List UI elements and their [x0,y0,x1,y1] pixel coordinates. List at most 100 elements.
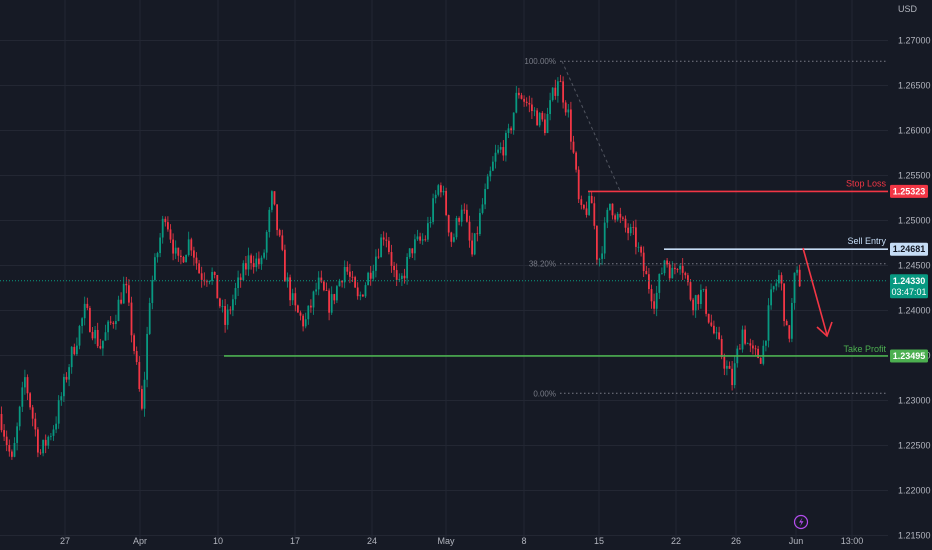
time-tick-label: 24 [367,536,377,546]
candle-body [572,141,575,153]
candle-body [359,294,362,297]
candle-body [250,255,252,264]
price-axis[interactable]: 1.27000 1.26500 1.26000 1.25500 1.25000 1.245… [890,36,931,541]
candle-body [429,221,432,224]
candle-body [520,95,523,99]
candle-body [213,271,216,276]
candle-body [341,280,343,283]
candle-body [219,298,221,307]
candle-body [73,346,76,355]
forecast-arrow-line [802,247,828,336]
candle-body [793,272,796,303]
candle-body [798,269,801,287]
candle-body [351,276,354,278]
candle-body [167,222,169,230]
candle-body [619,213,622,218]
time-tick-label: 17 [290,536,300,546]
candle-body [401,275,403,280]
candle-body [689,282,692,300]
candle-body [276,204,278,231]
price-tick-label: 1.23000 [898,396,931,406]
candle-body [382,237,385,240]
candle-body [533,110,536,112]
candle-body [479,212,481,235]
candle-body [104,332,107,341]
candle-body [263,252,265,258]
candle-body [791,302,793,339]
candle-body [343,266,346,283]
candle-body [408,248,411,257]
candle-body [3,430,5,437]
candle-body [489,170,492,177]
price-tick-label: 1.26000 [898,126,931,136]
candle-body [440,185,442,193]
candle-body [268,209,271,233]
forecast-arrow-head [816,321,833,338]
candle-body [133,335,135,352]
candle-body [746,343,749,345]
candle-body [161,218,164,238]
level-label: Sell Entry [847,236,886,246]
candle-body [265,232,268,253]
candle-body [713,325,715,334]
candle-body [258,258,260,265]
candle-body [13,442,16,457]
candle-body [536,110,538,126]
candle-body [720,338,723,357]
candle-body [499,147,502,150]
candle-body [385,239,388,241]
level-label: Take Profit [843,344,886,354]
candle-body [94,329,96,339]
candle-body [47,436,50,446]
candle-body [671,267,674,279]
candle-body [731,368,733,386]
candle-body [502,147,505,156]
candle-body [494,152,497,162]
candle-body [580,199,583,205]
candle-body [512,112,515,131]
candle-body [637,246,640,248]
candle-body [372,270,375,279]
candle-body [414,239,416,254]
candle-body [177,247,180,256]
candle-body [5,436,8,446]
candle-body [442,190,445,193]
candle-body [463,209,466,211]
time-axis[interactable]: 27 Apr 10 17 24 May 8 15 22 26 Jun 13:00 [60,536,863,546]
lightning-icon[interactable] [793,514,809,530]
candle-body [255,258,258,268]
current-price-tag [890,274,928,299]
candle-body [146,333,148,380]
price-tick-label: 1.25000 [898,216,931,226]
candle-body [674,267,676,270]
candle-body [245,263,247,270]
level-price-tag [890,184,928,198]
candle-body [211,271,213,282]
candle-body [528,102,531,105]
candle-body [138,362,141,390]
candle-body [570,109,572,142]
candle-body [432,198,434,222]
candle-body [531,104,533,112]
candle-body [109,321,112,323]
candle-body [380,237,382,258]
candle-body [315,289,317,292]
candle-body [447,215,450,233]
candle-body [458,218,460,222]
candle-body [567,109,570,113]
candle-body [723,356,726,369]
candle-body [624,218,627,228]
candle-body [156,253,159,258]
candle-body [252,263,255,268]
candle-body [505,132,507,156]
candle-body [481,204,484,213]
level-label: Stop Loss [846,178,887,188]
candle-body [159,237,161,254]
candle-body [11,451,13,457]
candle-body [778,275,780,284]
candle-body [57,400,60,424]
candle-body [403,275,406,279]
candle-body [551,87,554,101]
candle-body [299,312,302,316]
